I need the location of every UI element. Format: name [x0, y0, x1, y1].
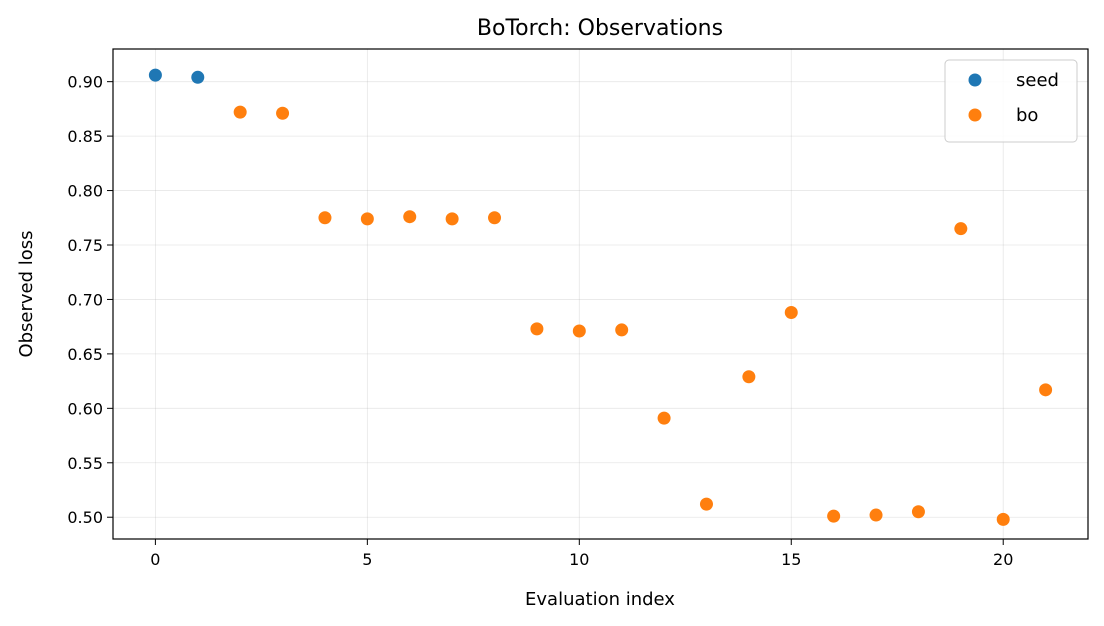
x-axis-ticks: 0 5 10 15 20 [150, 539, 1013, 569]
x-tick-label: 0 [150, 550, 160, 569]
data-point [615, 323, 629, 337]
y-axis-ticks: 0.50 0.55 0.60 0.65 0.70 0.75 0.80 0.85 0.90 [67, 73, 113, 527]
data-point [360, 212, 374, 226]
legend: seed bo [944, 59, 1078, 143]
series-bo [233, 105, 1053, 526]
data-point [276, 106, 290, 120]
data-point [445, 212, 459, 226]
data-point [318, 211, 332, 225]
data-point [784, 306, 798, 320]
data-point [911, 505, 925, 519]
legend-label-seed: seed [1016, 70, 1059, 91]
data-point [148, 68, 162, 82]
y-tick-label: 0.90 [67, 73, 103, 92]
data-point [191, 70, 205, 84]
y-tick-label: 0.80 [67, 182, 103, 201]
data-point [699, 497, 713, 511]
data-point [996, 512, 1010, 526]
y-axis-label: Observed loss [16, 230, 37, 357]
legend-marker-bo [968, 108, 982, 122]
y-tick-label: 0.60 [67, 399, 103, 418]
data-point [1039, 383, 1053, 397]
y-tick-label: 0.55 [67, 454, 103, 473]
data-point [657, 411, 671, 425]
x-axis-label: Evaluation index [525, 589, 675, 610]
data-point [572, 324, 586, 338]
y-tick-label: 0.70 [67, 290, 103, 309]
data-point [530, 322, 544, 336]
x-tick-label: 15 [781, 550, 801, 569]
data-point [233, 105, 247, 119]
data-point [954, 222, 968, 236]
data-point [488, 211, 502, 225]
data-point [403, 210, 417, 224]
chart-title: BoTorch: Observations [477, 16, 723, 41]
plot-frame [112, 48, 1089, 540]
series-seed [148, 68, 205, 84]
y-tick-label: 0.50 [67, 508, 103, 527]
x-tick-label: 20 [993, 550, 1013, 569]
legend-marker-seed [968, 73, 982, 87]
y-tick-label: 0.65 [67, 345, 103, 364]
data-series [148, 68, 1053, 526]
data-point [869, 508, 883, 522]
y-tick-label: 0.85 [67, 127, 103, 146]
legend-label-bo: bo [1016, 105, 1038, 126]
y-tick-label: 0.75 [67, 236, 103, 255]
x-tick-label: 10 [569, 550, 589, 569]
data-point [827, 509, 841, 523]
data-point [742, 370, 756, 384]
grid [113, 49, 1088, 539]
x-tick-label: 5 [362, 550, 372, 569]
